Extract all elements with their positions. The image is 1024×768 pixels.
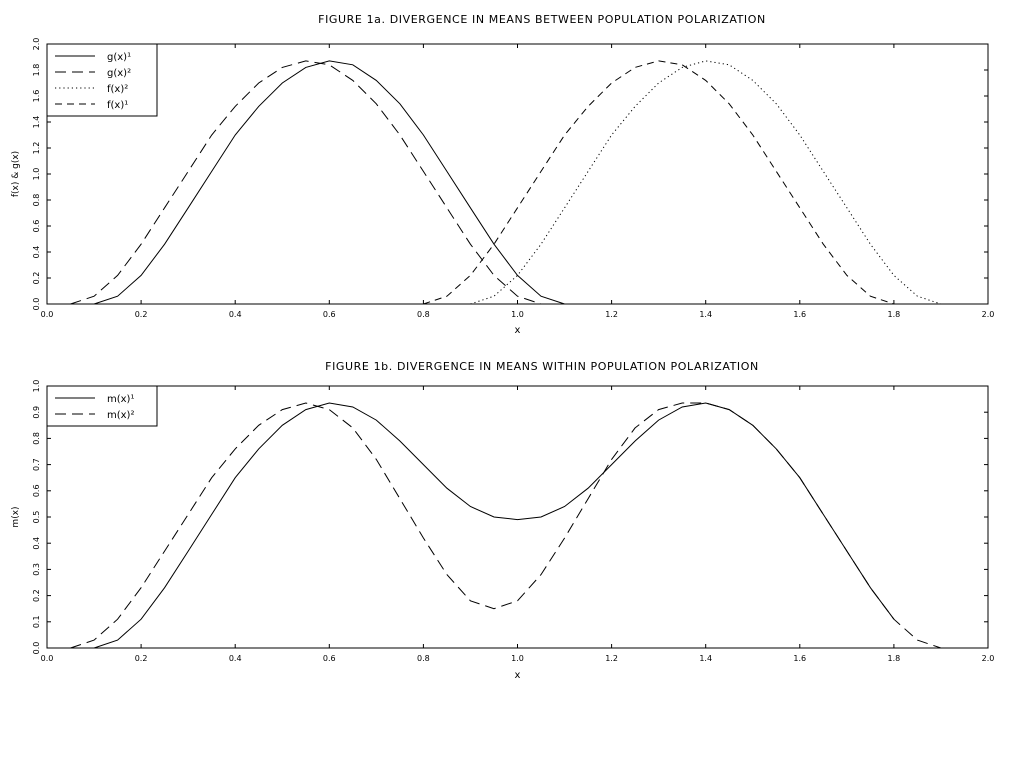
chart-b-legend — [46, 385, 158, 427]
chart-a-x-tick-label: 0.2 — [135, 310, 148, 319]
chart-b-y-tick-label: 0.9 — [32, 406, 41, 419]
chart-a-x-tick-label: 2.0 — [982, 310, 995, 319]
chart-a-x-tick-label: 1.0 — [511, 310, 524, 319]
chart-a-y-tick-label: 0.0 — [32, 298, 41, 311]
chart-a-y-tick-label: 0.2 — [32, 272, 41, 285]
chart-b-y-tick-label: 0.1 — [32, 615, 41, 628]
chart-b-y-tick-label: 1.0 — [32, 380, 41, 393]
chart-b-plot-frame — [46, 385, 989, 649]
chart-a-legend-label: g(x)² — [107, 68, 131, 79]
chart-a-y-tick-label: 0.8 — [32, 194, 41, 207]
chart-b-y-axis-label: m(x) — [11, 506, 21, 527]
chart-b-y-tick-label: 0.8 — [32, 432, 41, 445]
chart-b-x-tick-label: 1.4 — [699, 654, 712, 663]
chart-b-x-tick-label: 0.0 — [41, 654, 54, 663]
chart-b-legend-label: m(x)² — [107, 410, 134, 421]
chart-b-series-line-1 — [93, 402, 895, 649]
chart-b-x-tick-label: 0.2 — [135, 654, 148, 663]
chart-b-series-line-2 — [70, 402, 942, 649]
chart-a-plot-frame — [46, 43, 989, 305]
chart-a-y-tick-label: 1.2 — [32, 142, 41, 155]
chart-a-x-tick-label: 1.8 — [888, 310, 901, 319]
chart-b-y-tick-label: 0.4 — [32, 537, 41, 550]
chart-a-x-axis-label: x — [515, 325, 521, 336]
chart-b-x-tick-label: 0.4 — [229, 654, 242, 663]
chart-b-x-tick-label: 1.8 — [888, 654, 901, 663]
chart-a-y-tick-label: 1.4 — [32, 116, 41, 129]
chart-a-legend-label: f(x)² — [107, 84, 128, 95]
chart-a-series-line-3 — [470, 60, 942, 305]
chart-a-series-line-2 — [70, 60, 542, 305]
chart-a-y-tick-label: 1.0 — [32, 168, 41, 181]
chart-a-legend-label: g(x)¹ — [107, 52, 131, 63]
chart-a-y-tick-label: 1.8 — [32, 64, 41, 77]
chart-a-legend — [46, 43, 158, 117]
chart-a-y-tick-label: 0.6 — [32, 220, 41, 233]
chart-b-x-tick-label: 2.0 — [982, 654, 995, 663]
chart-a-x-tick-label: 0.4 — [229, 310, 242, 319]
chart-b-y-tick-label: 0.2 — [32, 589, 41, 602]
chart-a-y-tick-label: 0.4 — [32, 246, 41, 259]
chart-a-legend-label: f(x)¹ — [107, 100, 128, 111]
chart-a-y-tick-label: 2.0 — [32, 38, 41, 51]
chart-a-series-line-4 — [423, 60, 895, 305]
chart-b-title: FIGURE 1b. DIVERGENCE IN MEANS WITHIN PO… — [325, 360, 759, 373]
chart-b-y-tick-label: 0.5 — [32, 511, 41, 524]
chart-b-x-tick-label: 0.6 — [323, 654, 336, 663]
chart-b-y-tick-label: 0.3 — [32, 563, 41, 576]
chart-a-y-tick-label: 1.6 — [32, 90, 41, 103]
chart-a-x-tick-label: 0.6 — [323, 310, 336, 319]
chart-a-x-tick-label: 1.4 — [699, 310, 712, 319]
chart-b-x-tick-label: 1.2 — [605, 654, 618, 663]
chart-a-y-axis-label: f(x) & g(x) — [11, 151, 21, 197]
chart-a-x-tick-label: 0.0 — [41, 310, 54, 319]
chart-b-y-tick-label: 0.0 — [32, 642, 41, 655]
chart-b-x-tick-label: 1.0 — [511, 654, 524, 663]
chart-b-x-axis-label: x — [515, 670, 521, 681]
chart-a-title: FIGURE 1a. DIVERGENCE IN MEANS BETWEEN P… — [318, 13, 766, 26]
chart-a-x-tick-label: 0.8 — [417, 310, 430, 319]
chart-a-x-tick-label: 1.6 — [793, 310, 806, 319]
chart-b-x-tick-label: 0.8 — [417, 654, 430, 663]
chart-b-legend-label: m(x)¹ — [107, 394, 134, 405]
chart-a-x-tick-label: 1.2 — [605, 310, 618, 319]
chart-b-y-tick-label: 0.6 — [32, 484, 41, 497]
chart-a-series-line-1 — [93, 60, 565, 305]
chart-b-x-tick-label: 1.6 — [793, 654, 806, 663]
chart-b-y-tick-label: 0.7 — [32, 458, 41, 471]
